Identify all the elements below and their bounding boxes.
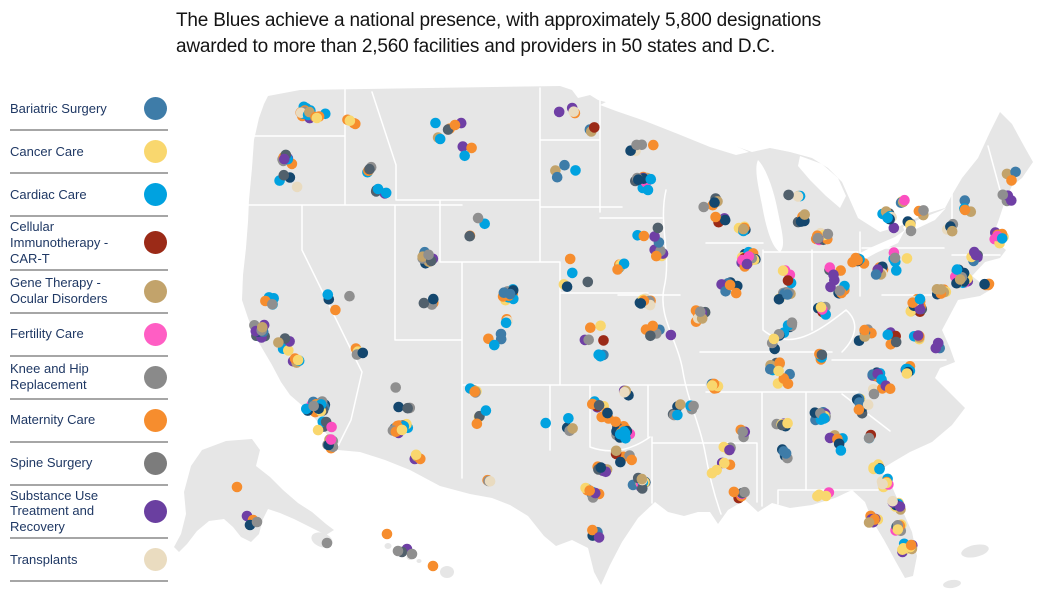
legend-swatch-substance-use-treatment-and-recovery xyxy=(144,499,167,523)
map-land-alaska xyxy=(174,439,334,552)
legend-label: Cardiac Care xyxy=(10,186,87,202)
map-land-hawaii xyxy=(384,543,454,578)
legend-item-cellular-immunotherapy-car-t[interactable]: Cellular Immunotherapy - CAR-T xyxy=(10,217,168,271)
legend-label: Gene Therapy - Ocular Disorders xyxy=(10,275,108,307)
legend-item-knee-and-hip-replacement[interactable]: Knee and Hip Replacement xyxy=(10,357,168,400)
legend-label: Knee and Hip Replacement xyxy=(10,361,89,393)
legend-label: Fertility Care xyxy=(10,326,84,342)
legend-item-spine-surgery[interactable]: Spine Surgery xyxy=(10,443,168,486)
map-land-bahamas xyxy=(943,544,989,589)
legend-label: Spine Surgery xyxy=(10,455,93,471)
legend-item-cardiac-care[interactable]: Cardiac Care xyxy=(10,174,168,217)
legend-swatch-transplants xyxy=(144,548,167,572)
state-borders xyxy=(239,87,1001,515)
legend: Bariatric Surgery Cancer Care Cardiac Ca… xyxy=(10,88,168,583)
map-dots-layer xyxy=(231,101,1021,572)
legend-label: Bariatric Surgery xyxy=(10,100,107,116)
chart-title: The Blues achieve a national presence, w… xyxy=(176,8,916,59)
legend-item-maternity-care[interactable]: Maternity Care xyxy=(10,400,168,443)
legend-item-bariatric-surgery[interactable]: Bariatric Surgery xyxy=(10,88,168,131)
legend-item-substance-use-treatment-and-recovery[interactable]: Substance Use Treatment and Recovery xyxy=(10,486,168,540)
legend-swatch-maternity-care xyxy=(144,408,167,432)
legend-label: Cancer Care xyxy=(10,143,84,159)
legend-swatch-fertility-care xyxy=(144,322,167,346)
legend-swatch-cardiac-care xyxy=(144,183,167,206)
legend-swatch-bariatric-surgery xyxy=(144,97,167,120)
legend-swatch-knee-and-hip-replacement xyxy=(144,365,167,389)
legend-label: Substance Use Treatment and Recovery xyxy=(10,487,99,535)
chart-title-line2: awarded to more than 2,560 facilities an… xyxy=(176,35,776,57)
legend-swatch-cancer-care xyxy=(144,140,167,163)
legend-label: Cellular Immunotherapy - CAR-T xyxy=(10,219,109,266)
legend-item-cancer-care[interactable]: Cancer Care xyxy=(10,131,168,174)
legend-swatch-gene-therapy-ocular-disorders xyxy=(144,279,167,303)
legend-item-fertility-care[interactable]: Fertility Care xyxy=(10,314,168,357)
legend-item-transplants[interactable]: Transplants xyxy=(10,539,168,583)
legend-swatch-cellular-immunotherapy-car-t xyxy=(144,231,167,255)
legend-item-gene-therapy-ocular-disorders[interactable]: Gene Therapy - Ocular Disorders xyxy=(10,271,168,314)
legend-swatch-spine-surgery xyxy=(144,451,167,475)
legend-label: Transplants xyxy=(10,551,78,567)
legend-label: Maternity Care xyxy=(10,412,96,428)
chart-title-line1: The Blues achieve a national presence, w… xyxy=(176,10,821,31)
